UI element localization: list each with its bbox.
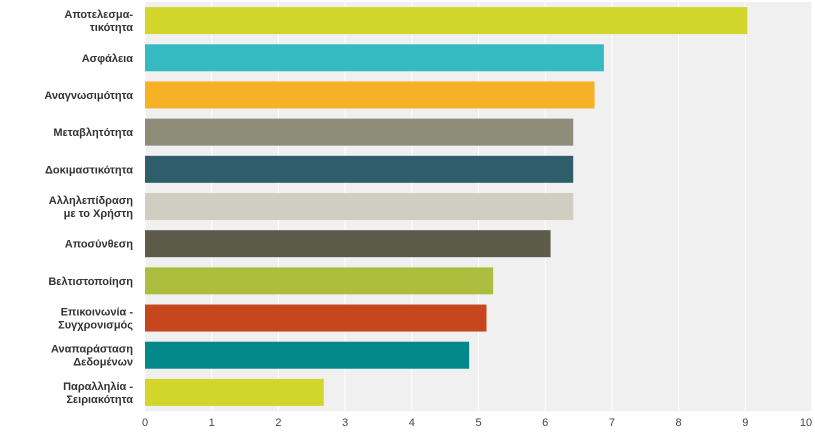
x-tick-label: 4 — [409, 417, 415, 429]
category-label-line: Αναγνωσιμότητα — [44, 90, 133, 102]
bar — [145, 267, 494, 295]
bar — [145, 118, 574, 146]
category-label: Επικοινωνία -Συγχρονισμός — [58, 307, 133, 332]
category-label-line: Αποτελεσμα- — [64, 9, 133, 21]
category-label: Δοκιμαστικότητα — [45, 164, 133, 176]
category-label: Αποσύνθεση — [65, 239, 134, 251]
x-tick-label: 2 — [275, 417, 281, 429]
category-label-line: Αλληλεπίδραση — [49, 195, 133, 207]
category-label: Αποτελεσμα-τικότητα — [64, 9, 133, 34]
x-tick-label: 0 — [142, 417, 148, 429]
x-axis-ticks: 0 1 2 3 4 5 6 7 8 9 10 — [142, 417, 812, 429]
bar — [145, 230, 551, 258]
category-label: Αναπαράσταση Δεδομένων — [51, 344, 133, 369]
category-label-line: Ασφάλεια — [82, 53, 133, 65]
x-tick-label: 6 — [542, 417, 548, 429]
bar — [145, 81, 595, 109]
category-label-line: Επικοινωνία - — [61, 307, 134, 319]
category-label-line: Αποσύνθεση — [65, 239, 134, 251]
bar — [145, 155, 574, 183]
category-label-line: Συγχρονισμός — [58, 320, 133, 332]
x-tick-label: 8 — [676, 417, 682, 429]
bar — [145, 7, 748, 35]
x-tick-label: 10 — [800, 417, 812, 429]
category-labels: Αποτελεσμα-τικότητα Ασφάλεια Αναγνωσιμότητ… — [44, 9, 133, 406]
category-label-line: Βελτιστοποίηση — [48, 276, 133, 288]
bar — [145, 341, 470, 369]
category-label-line: Μεταβλητότητα — [53, 127, 133, 139]
bar — [145, 378, 324, 406]
x-tick-label: 1 — [209, 417, 215, 429]
x-tick-label: 9 — [742, 417, 748, 429]
category-label-line: Σειριακότητα — [66, 394, 133, 406]
x-tick-label: 5 — [475, 417, 481, 429]
category-label: Μεταβλητότητα — [53, 127, 133, 139]
category-label: Παραλληλία -Σειριακότητα — [63, 381, 133, 406]
category-label: Αναγνωσιμότητα — [44, 90, 133, 102]
category-label-line: Παραλληλία - — [63, 381, 133, 393]
bar — [145, 44, 604, 72]
category-label: Ασφάλεια — [82, 53, 133, 65]
category-label-line: τικότητα — [90, 22, 133, 34]
category-label-line: Δοκιμαστικότητα — [45, 164, 133, 176]
category-label: Βελτιστοποίηση — [48, 276, 133, 288]
bar — [145, 304, 487, 332]
category-label: Αλληλεπίδραση με το Χρήστη — [49, 195, 133, 220]
category-label-line: με το Χρήστη — [64, 208, 134, 220]
category-label-line: Δεδομένων — [73, 357, 133, 369]
bars — [145, 7, 748, 406]
x-tick-label: 3 — [342, 417, 348, 429]
bar — [145, 193, 574, 220]
x-tick-label: 7 — [609, 417, 615, 429]
category-label-line: Αναπαράσταση — [51, 344, 133, 356]
